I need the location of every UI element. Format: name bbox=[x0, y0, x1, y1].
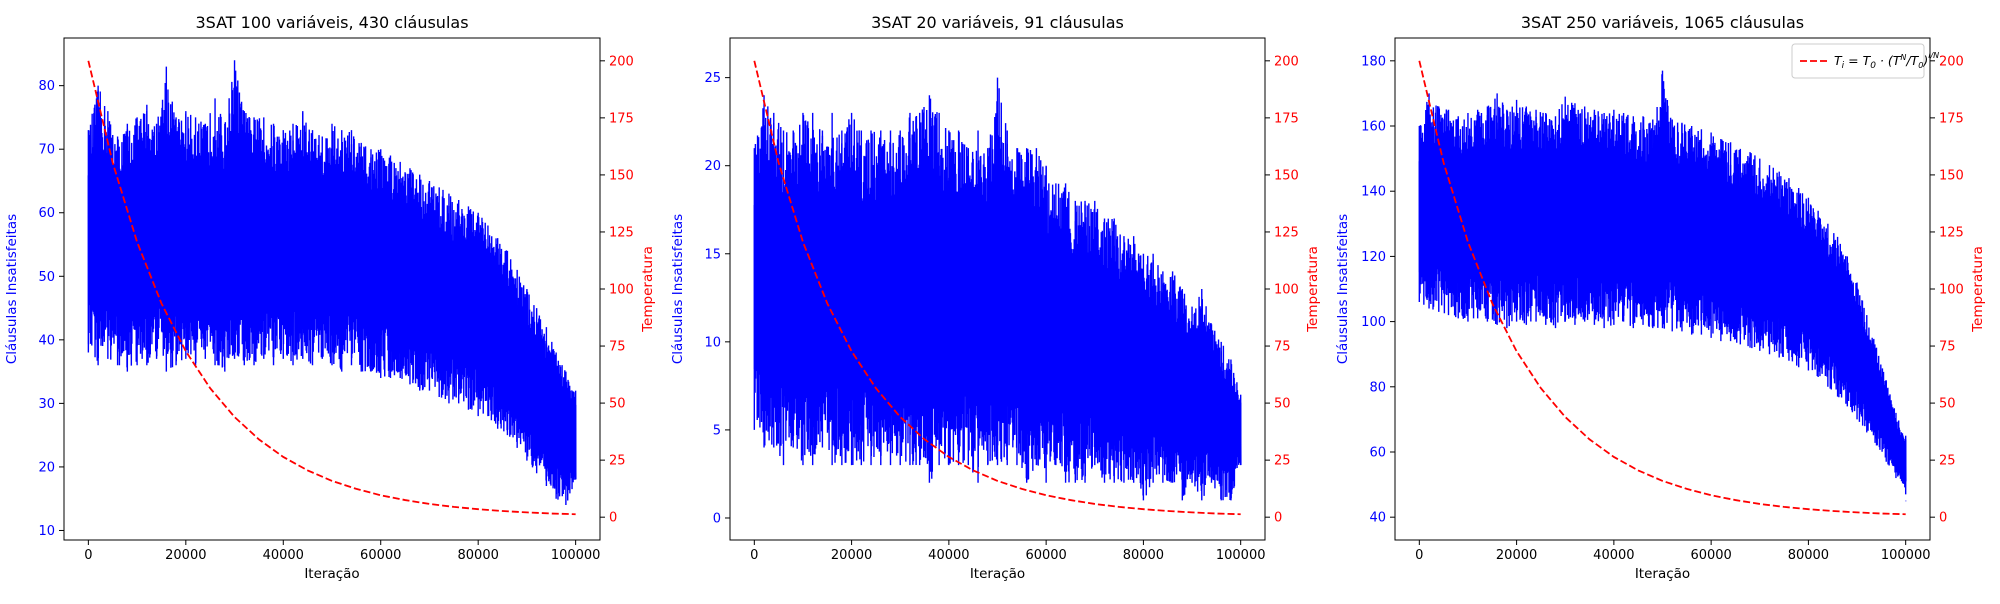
x-tick-label: 60000 bbox=[1025, 548, 1066, 563]
y2-tick-label: 125 bbox=[609, 225, 634, 240]
y-tick-label: 180 bbox=[1361, 54, 1386, 69]
x-tick-label: 0 bbox=[750, 548, 758, 563]
y2-tick-label: 0 bbox=[1274, 511, 1282, 526]
y-tick-label: 140 bbox=[1361, 185, 1386, 200]
chart-panel-2: 0 20000 40000 60000 80000 100000 0 5 10 15 20 25 0 25… bbox=[670, 13, 1321, 582]
y2-axis-label: Temperatura bbox=[1970, 246, 1986, 333]
x-tick-label: 40000 bbox=[928, 548, 969, 563]
y-axis-label: Cláusulas Insatisfeitas bbox=[670, 214, 686, 364]
y2-tick-label: 75 bbox=[1939, 340, 1956, 355]
y2-tick-label: 175 bbox=[609, 111, 634, 126]
x-axis-label: Iteração bbox=[970, 566, 1025, 582]
legend-label: Ti = T0 · (TN/T0)i/N bbox=[1834, 51, 1939, 71]
y-tick-label: 20 bbox=[38, 460, 55, 475]
y2-axis-label: Temperatura bbox=[640, 246, 656, 333]
y2-tick-label: 25 bbox=[1939, 454, 1956, 469]
y2-tick-label: 50 bbox=[609, 397, 626, 412]
y2-tick-label: 50 bbox=[1274, 397, 1291, 412]
y-tick-label: 80 bbox=[38, 79, 55, 94]
x-tick-label: 100000 bbox=[1216, 548, 1266, 563]
chart-title: 3SAT 250 variáveis, 1065 cláusulas bbox=[1521, 13, 1804, 32]
y-tick-label: 40 bbox=[38, 333, 55, 348]
y-tick-label: 60 bbox=[1369, 445, 1386, 460]
x-tick-label: 60000 bbox=[1690, 548, 1731, 563]
y-tick-label: 25 bbox=[704, 71, 721, 86]
y2-tick-label: 75 bbox=[1274, 340, 1291, 355]
y-tick-label: 10 bbox=[38, 524, 55, 539]
y-tick-label: 100 bbox=[1361, 315, 1386, 330]
chart-panel-1: 0 20000 40000 60000 80000 100000 10 20 30 40 50 60 7… bbox=[4, 13, 656, 582]
y2-tick-label: 150 bbox=[1939, 168, 1964, 183]
y-tick-label: 20 bbox=[704, 159, 721, 174]
x-tick-label: 100000 bbox=[551, 548, 601, 563]
y2-tick-label: 200 bbox=[1274, 54, 1299, 69]
y2-tick-label: 75 bbox=[609, 340, 626, 355]
plot-area bbox=[753, 60, 1242, 516]
y2-tick-label: 0 bbox=[609, 511, 617, 526]
x-axis-label: Iteração bbox=[304, 566, 359, 582]
y2-axis-label: Temperatura bbox=[1305, 246, 1321, 333]
x-tick-label: 0 bbox=[1415, 548, 1423, 563]
series-unsatisfied-clauses bbox=[87, 60, 577, 506]
y-tick-label: 30 bbox=[38, 397, 55, 412]
y-tick-label: 80 bbox=[1369, 380, 1386, 395]
x-tick-label: 40000 bbox=[263, 548, 304, 563]
y2-tick-label: 25 bbox=[1274, 454, 1291, 469]
y2-tick-label: 175 bbox=[1274, 111, 1299, 126]
chart-title: 3SAT 100 variáveis, 430 cláusulas bbox=[195, 13, 468, 32]
x-tick-label: 60000 bbox=[360, 548, 401, 563]
y-tick-label: 5 bbox=[713, 423, 721, 438]
x-tick-label: 80000 bbox=[458, 548, 499, 563]
series-temperature bbox=[1418, 60, 1906, 516]
x-tick-label: 0 bbox=[84, 548, 92, 563]
y-tick-label: 10 bbox=[704, 335, 721, 350]
y-tick-label: 160 bbox=[1361, 120, 1386, 135]
x-tick-label: 20000 bbox=[165, 548, 206, 563]
y2-tick-label: 175 bbox=[1939, 111, 1964, 126]
series-unsatisfied-clauses bbox=[753, 77, 1242, 501]
legend-box bbox=[1791, 43, 1925, 79]
y2-tick-label: 200 bbox=[609, 54, 634, 69]
y2-tick-label: 200 bbox=[1939, 54, 1964, 69]
x-tick-label: 100000 bbox=[1881, 548, 1931, 563]
y2-tick-label: 150 bbox=[609, 168, 634, 183]
y-tick-label: 70 bbox=[38, 143, 55, 158]
y-tick-label: 60 bbox=[38, 206, 55, 221]
y2-tick-label: 0 bbox=[1939, 511, 1947, 526]
chart-panel-3: 0 20000 40000 60000 80000 100000 40 60 80 100 120 1… bbox=[1335, 13, 1986, 582]
y-axis-label: Cláusulas Insatisfeitas bbox=[1335, 214, 1351, 364]
y2-tick-label: 100 bbox=[1939, 283, 1964, 298]
x-tick-label: 40000 bbox=[1593, 548, 1634, 563]
y-axis-label: Cláusulas Insatisfeitas bbox=[4, 214, 20, 364]
series-temperature bbox=[87, 60, 576, 516]
y2-tick-label: 25 bbox=[609, 454, 626, 469]
plot-area bbox=[87, 60, 577, 516]
x-tick-label: 20000 bbox=[1496, 548, 1537, 563]
x-axis-label: Iteração bbox=[1635, 566, 1690, 582]
y2-tick-label: 100 bbox=[1274, 283, 1299, 298]
x-tick-label: 80000 bbox=[1788, 548, 1829, 563]
x-tick-label: 80000 bbox=[1123, 548, 1164, 563]
legend: Ti = T0 · (TN/T0)i/N bbox=[1791, 43, 1939, 79]
y-tick-label: 120 bbox=[1361, 250, 1386, 265]
chart-title: 3SAT 20 variáveis, 91 cláusulas bbox=[871, 13, 1124, 32]
y2-tick-label: 125 bbox=[1939, 225, 1964, 240]
y-tick-label: 50 bbox=[38, 270, 55, 285]
y2-tick-label: 150 bbox=[1274, 168, 1299, 183]
y2-tick-label: 100 bbox=[609, 283, 634, 298]
y-tick-label: 40 bbox=[1369, 511, 1386, 526]
y2-tick-label: 50 bbox=[1939, 397, 1956, 412]
y-tick-label: 0 bbox=[713, 511, 721, 526]
x-tick-label: 20000 bbox=[831, 548, 872, 563]
series-temperature bbox=[753, 60, 1241, 516]
y-tick-label: 15 bbox=[704, 247, 721, 262]
y2-tick-label: 125 bbox=[1274, 225, 1299, 240]
plot-area bbox=[1418, 60, 1907, 516]
series-unsatisfied-clauses bbox=[1418, 70, 1907, 502]
